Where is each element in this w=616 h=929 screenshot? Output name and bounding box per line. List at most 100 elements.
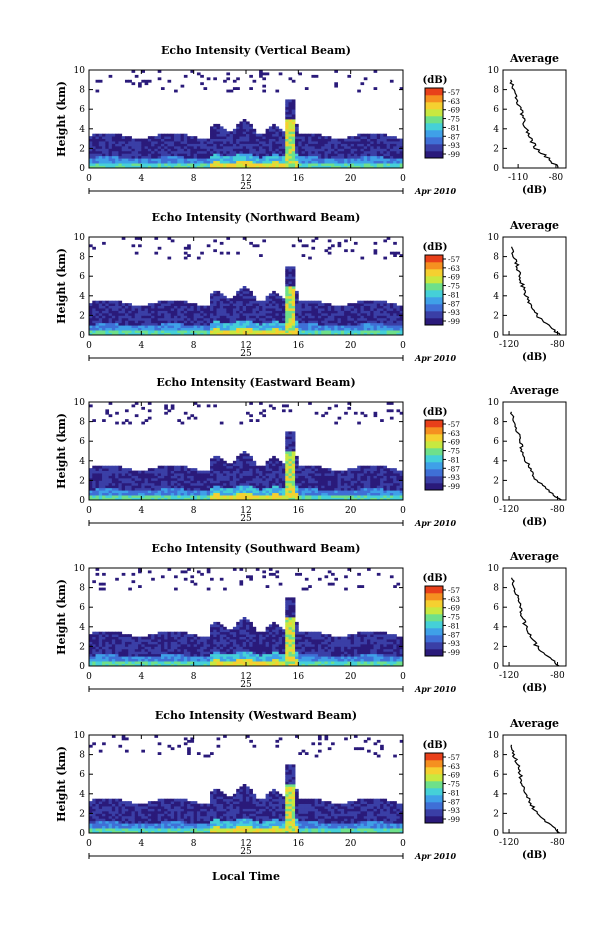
colorbar-frame xyxy=(424,585,444,657)
profile-y-tick-label: 4 xyxy=(493,125,499,135)
y-axis-label: Height (km) xyxy=(55,248,68,324)
profile-y-tick-label: 2 xyxy=(493,809,499,819)
colorbar-segment xyxy=(425,628,443,636)
y-tick-label: 2 xyxy=(79,144,85,154)
y-tick-label: 4 xyxy=(79,790,85,800)
colorbar-segment xyxy=(425,469,443,477)
colorbar-segment xyxy=(425,462,443,470)
colorbar-tick-label: -63 xyxy=(448,429,460,438)
profile-x-label: (dB) xyxy=(522,850,547,861)
colorbar-tick-label: -57 xyxy=(448,255,460,264)
average-profile: Average 0 2 4 6 8 10 -110 -80(dB) xyxy=(488,52,567,196)
colorbar-segment xyxy=(425,276,443,284)
y-tick-label: 6 xyxy=(79,105,85,115)
colorbar-segment xyxy=(425,781,443,789)
y-tick-label: 6 xyxy=(79,770,85,780)
profile-title: Average xyxy=(509,384,559,397)
y-tick-label: 8 xyxy=(79,751,85,761)
profile-x-tick-label: -120 xyxy=(499,838,519,848)
colorbar-tick-label: -99 xyxy=(448,815,460,824)
profile-y-tick-label: 6 xyxy=(493,437,499,447)
profile-y-tick-label: 0 xyxy=(493,164,499,174)
x-tick-label: 8 xyxy=(191,174,197,184)
profile-y-tick-label: 0 xyxy=(493,829,499,839)
colorbar-tick-label: -69 xyxy=(448,604,460,613)
colorbar-tick-label: -93 xyxy=(448,639,460,648)
x-tick-label: 0 xyxy=(400,174,406,184)
x-tick-label: 20 xyxy=(345,341,357,351)
profile-x-tick-label: -80 xyxy=(550,340,565,350)
profile-line xyxy=(509,411,562,501)
y-tick-label: 0 xyxy=(79,164,85,174)
colorbar-segment xyxy=(425,448,443,456)
x-tick-label: 4 xyxy=(138,341,144,351)
profile-y-tick-label: 10 xyxy=(488,66,500,76)
colorbar-segment xyxy=(425,130,443,138)
profile-y-tick-label: 8 xyxy=(493,751,499,761)
profile-y-tick-label: 0 xyxy=(493,496,499,506)
colorbar-segment xyxy=(425,788,443,796)
colorbar-segment xyxy=(425,476,443,484)
colorbar-tick-label: -69 xyxy=(448,273,460,282)
day-label: 25 xyxy=(240,680,252,690)
profile-y-tick-label: 2 xyxy=(493,642,499,652)
y-tick-label: 10 xyxy=(74,398,86,408)
x-tick-label: 4 xyxy=(138,672,144,682)
profile-title: Average xyxy=(509,550,559,563)
colorbar-tick-label: -99 xyxy=(448,648,460,657)
x-tick-label: 0 xyxy=(400,839,406,849)
y-tick-label: 0 xyxy=(79,662,85,672)
date-label: Apr 2010 xyxy=(414,684,457,694)
y-tick-label: 2 xyxy=(79,809,85,819)
colorbar-frame xyxy=(424,419,444,491)
x-tick-label: 8 xyxy=(191,506,197,516)
colorbar-segment xyxy=(425,427,443,435)
y-tick-label: 8 xyxy=(79,584,85,594)
colorbar-tick-label: -87 xyxy=(448,797,460,806)
profile-frame xyxy=(502,69,567,169)
colorbar-segment xyxy=(425,760,443,768)
colorbar-segment xyxy=(425,607,443,615)
colorbar-tick-label: -63 xyxy=(448,264,460,273)
colorbar-segment xyxy=(425,441,443,449)
colorbar-tick-label: -81 xyxy=(448,290,460,299)
colorbar-segment xyxy=(425,297,443,305)
x-tick-label: 8 xyxy=(191,839,197,849)
colorbar-tick-label: -57 xyxy=(448,586,460,595)
x-tick-label: 0 xyxy=(86,174,92,184)
colorbar-frame xyxy=(424,254,444,326)
profile-y-tick-label: 4 xyxy=(493,292,499,302)
profile-title: Average xyxy=(509,52,559,65)
colorbar-tick-label: -75 xyxy=(448,613,460,622)
colorbar-segment xyxy=(425,95,443,103)
profile-frame xyxy=(502,567,567,667)
colorbar-segment xyxy=(425,420,443,428)
y-tick-label: 8 xyxy=(79,418,85,428)
colorbar-tick-label: -69 xyxy=(448,771,460,780)
profile-x-tick-label: -110 xyxy=(508,173,528,183)
colorbar-frame xyxy=(424,752,444,824)
colorbar-segment xyxy=(425,621,443,629)
y-axis-label: Height (km) xyxy=(55,81,68,157)
x-tick-label: 8 xyxy=(191,672,197,682)
panel-title: Echo Intensity (Northward Beam) xyxy=(152,211,361,224)
x-tick-label: 4 xyxy=(138,839,144,849)
colorbar-segment xyxy=(425,586,443,594)
profile-y-tick-label: 2 xyxy=(493,476,499,486)
profile-y-tick-label: 6 xyxy=(493,603,499,613)
y-tick-label: 6 xyxy=(79,272,85,282)
x-tick-label: 12 xyxy=(240,341,251,351)
colorbar-tick-label: -57 xyxy=(448,420,460,429)
average-profile: Average 0 2 4 6 8 10 -120 -80(dB) xyxy=(488,219,567,363)
colorbar-segment xyxy=(425,642,443,650)
profile-line xyxy=(510,744,561,834)
profile-frame xyxy=(502,401,567,501)
day-label: 25 xyxy=(240,349,252,359)
x-tick-label: 0 xyxy=(400,672,406,682)
date-label: Apr 2010 xyxy=(414,851,457,861)
y-tick-label: 2 xyxy=(79,642,85,652)
colorbar-segment xyxy=(425,455,443,463)
profile-frame xyxy=(502,236,567,336)
x-tick-label: 20 xyxy=(345,672,357,682)
panel-2: Echo Intensity (Northward Beam) 0 2 4 6 8 10 He… xyxy=(55,211,567,363)
